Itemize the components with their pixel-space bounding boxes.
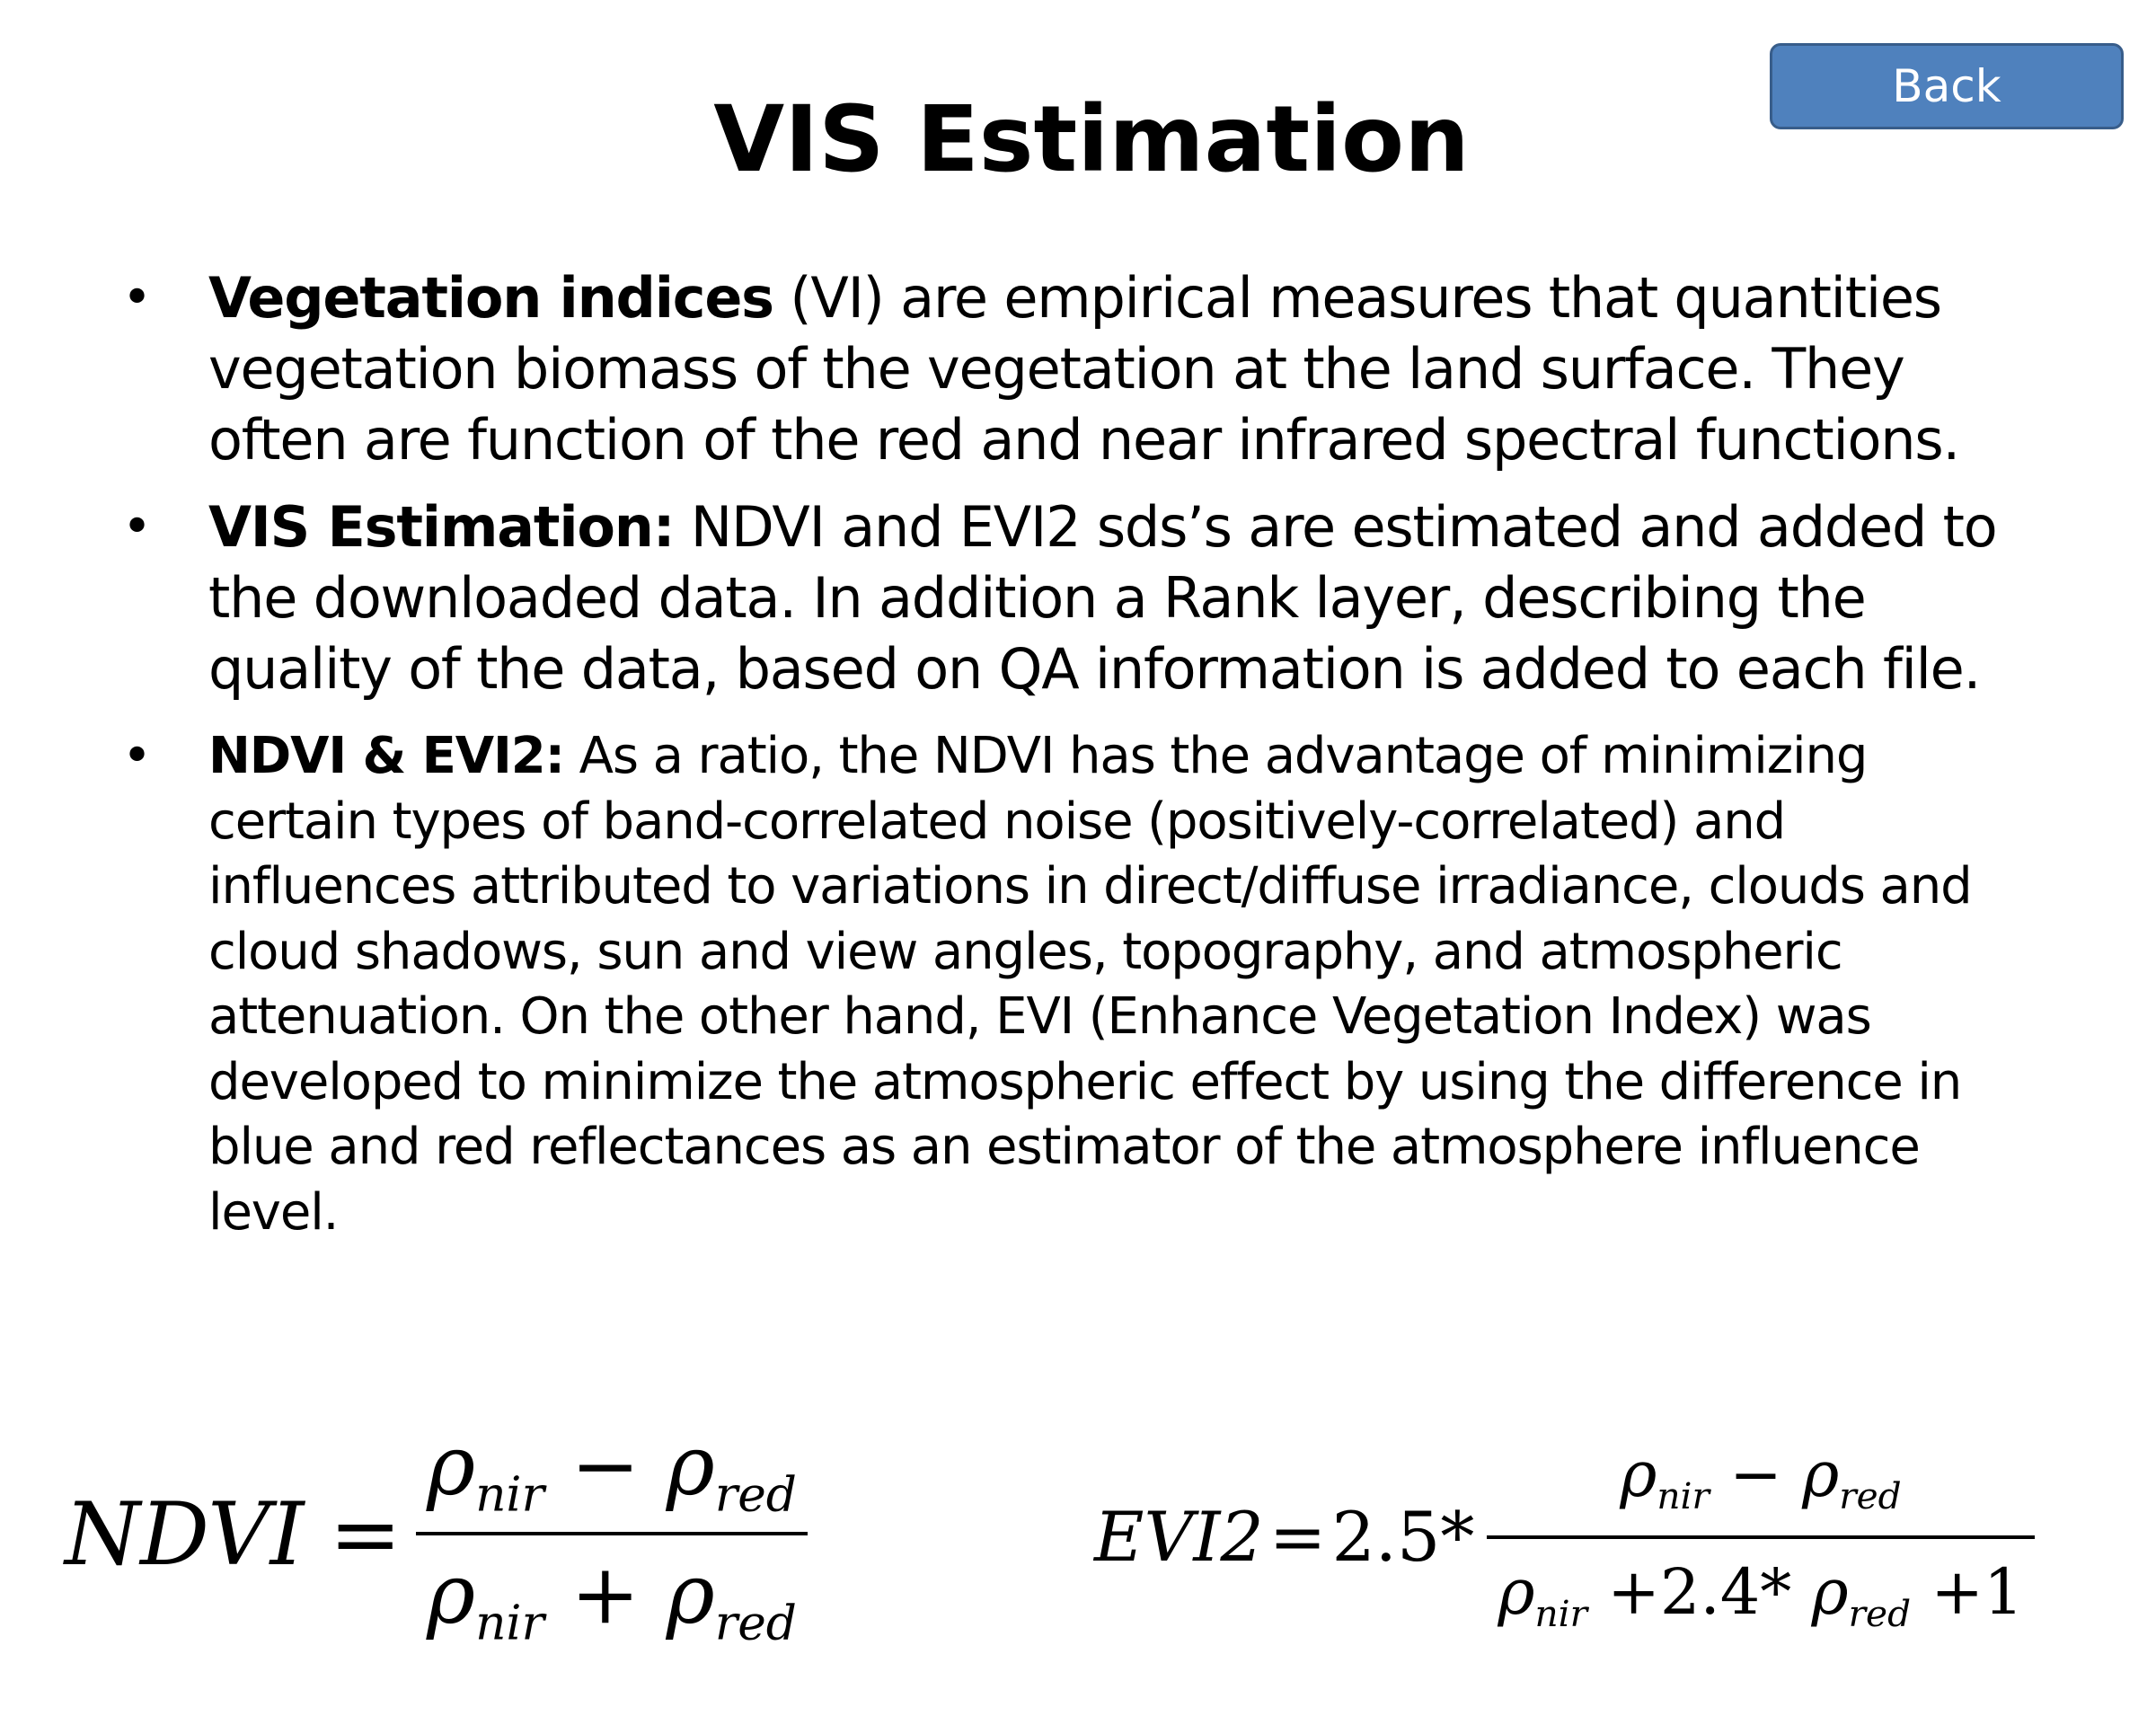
bullet-icon: • [122, 727, 152, 785]
bullet-item: • NDVI & EVI2: As a ratio, the NDVI has … [108, 724, 2039, 1245]
bullet-text: (VI) are empirical measures that quantit… [208, 265, 1960, 473]
ndvi-fraction: ρnir − ρred ρnir + ρred [415, 1418, 808, 1651]
evi2-denominator: ρnir +2.4* ρred +1 [1498, 1555, 2024, 1636]
ndvi-numerator: ρnir − ρred [426, 1418, 797, 1523]
ndvi-equation: NDVI = ρnir − ρred ρnir + ρred [65, 1418, 808, 1650]
page-title: VIS Estimation [713, 86, 1470, 193]
bullet-heading: VIS Estimation: [208, 494, 675, 560]
evi2-fraction: ρnir − ρred ρnir +2.4* ρred +1 [1487, 1438, 2035, 1636]
evi2-lhs: EVI2 [1094, 1496, 1264, 1577]
bullet-item: • Vegetation indices (VI) are empirical … [108, 262, 2039, 475]
fraction-bar [1487, 1535, 2035, 1540]
evi2-equation: EVI2 = 2.5 * ρnir − ρred ρnir +2.4* ρred… [1094, 1438, 2035, 1635]
bullet-list: • Vegetation indices (VI) are empirical … [108, 262, 2039, 1245]
bullet-heading: Vegetation indices [208, 265, 774, 331]
bullet-heading: NDVI & EVI2: [208, 727, 565, 785]
evi2-coefficient: 2.5 [1331, 1496, 1441, 1577]
fraction-bar [415, 1531, 808, 1535]
evi2-numerator: ρnir − ρred [1620, 1438, 1902, 1518]
bullet-text: As a ratio, the NDVI has the advantage o… [208, 727, 1973, 1242]
back-button[interactable]: Back [1770, 43, 2124, 129]
bullet-item: • VIS Estimation: NDVI and EVI2 sds’s ar… [108, 491, 2039, 704]
ndvi-denominator: ρnir + ρred [426, 1545, 797, 1651]
multiply-sign: * [1440, 1496, 1475, 1577]
bullet-text: NDVI and EVI2 sds’s are estimated and ad… [208, 494, 1998, 702]
bullet-icon: • [122, 269, 152, 327]
equals-sign: = [1268, 1496, 1327, 1577]
bullet-icon: • [122, 498, 152, 556]
ndvi-lhs: NDVI [65, 1483, 305, 1585]
equals-sign: = [329, 1483, 402, 1585]
